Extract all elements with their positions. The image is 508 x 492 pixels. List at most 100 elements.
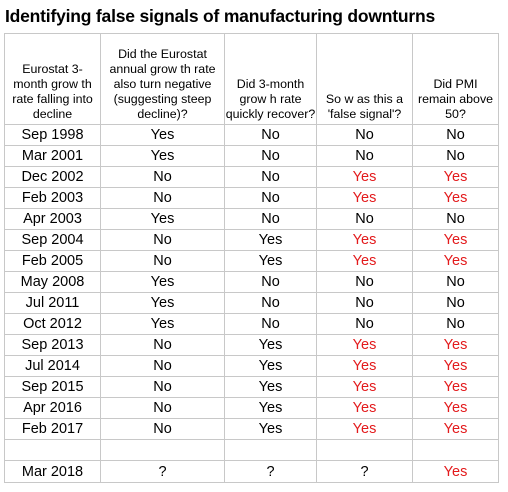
- cell-recover: Yes: [224, 418, 317, 440]
- cell-false-signal: No: [316, 208, 413, 230]
- cell-pmi: Yes: [412, 397, 499, 419]
- cell-false-signal: No: [316, 124, 413, 146]
- cell-recover: No: [224, 292, 317, 314]
- cell-pmi: Yes: [412, 355, 499, 377]
- header-false-signal: So w as this a 'false signal'?: [316, 33, 413, 125]
- cell-annual-growth: No: [100, 166, 225, 188]
- cell-false-signal: Yes: [316, 187, 413, 209]
- cell-pmi: Yes: [412, 334, 499, 356]
- cell-pmi: No: [412, 145, 499, 167]
- cell-recover: No: [224, 313, 317, 335]
- table-row: Sep 2004 No Yes Yes Yes: [4, 229, 499, 251]
- header-pmi: Did PMI remain above 50?: [412, 33, 499, 125]
- cell-date: Dec 2002: [4, 166, 101, 188]
- cell-false-signal: Yes: [316, 355, 413, 377]
- table-row: Apr 2003 Yes No No No: [4, 208, 499, 230]
- cell-false-signal: Yes: [316, 166, 413, 188]
- cell-false-signal: Yes: [316, 397, 413, 419]
- cell-date: Sep 2015: [4, 376, 101, 398]
- cell-annual-growth: ?: [100, 460, 225, 483]
- table-row: Apr 2016 No Yes Yes Yes: [4, 397, 499, 419]
- table-row: Feb 2005 No Yes Yes Yes: [4, 250, 499, 272]
- table-row: Dec 2002 No No Yes Yes: [4, 166, 499, 188]
- cell-date: Sep 2004: [4, 229, 101, 251]
- cell-annual-growth: No: [100, 229, 225, 251]
- cell-pmi: No: [412, 292, 499, 314]
- cell-recover: No: [224, 271, 317, 293]
- table-row: Mar 2001 Yes No No No: [4, 145, 499, 167]
- cell-recover: No: [224, 166, 317, 188]
- cell-recover: No: [224, 145, 317, 167]
- header-date: Eurostat 3-month grow th rate falling in…: [4, 33, 101, 125]
- header-recover: Did 3-month grow h rate quickly recover?: [224, 33, 317, 125]
- cell-pmi: No: [412, 124, 499, 146]
- cell-false-signal: Yes: [316, 334, 413, 356]
- cell-annual-growth: Yes: [100, 208, 225, 230]
- spacer-cell: [4, 439, 101, 461]
- table-row: Feb 2003 No No Yes Yes: [4, 187, 499, 209]
- cell-pmi: Yes: [412, 418, 499, 440]
- cell-annual-growth: Yes: [100, 271, 225, 293]
- cell-date: Feb 2005: [4, 250, 101, 272]
- cell-pmi: Yes: [412, 460, 499, 483]
- final-row: Mar 2018??? Yes: [4, 460, 499, 483]
- cell-false-signal: Yes: [316, 418, 413, 440]
- spacer-cell: [316, 439, 413, 461]
- table-row: Sep 2013 No Yes Yes Yes: [4, 334, 499, 356]
- cell-annual-growth: Yes: [100, 145, 225, 167]
- cell-annual-growth: Yes: [100, 313, 225, 335]
- cell-annual-growth: Yes: [100, 124, 225, 146]
- cell-recover: No: [224, 187, 317, 209]
- cell-recover: ?: [224, 460, 317, 483]
- cell-date: Sep 2013: [4, 334, 101, 356]
- cell-recover: Yes: [224, 376, 317, 398]
- cell-date: Feb 2017: [4, 418, 101, 440]
- cell-pmi: Yes: [412, 166, 499, 188]
- cell-recover: Yes: [224, 250, 317, 272]
- cell-date: Apr 2016: [4, 397, 101, 419]
- cell-annual-growth: No: [100, 355, 225, 377]
- cell-date: Oct 2012: [4, 313, 101, 335]
- cell-annual-growth: No: [100, 376, 225, 398]
- cell-annual-growth: No: [100, 418, 225, 440]
- cell-annual-growth: Yes: [100, 292, 225, 314]
- header-row: Eurostat 3-month grow th rate falling in…: [4, 33, 499, 125]
- table-row: Oct 2012 Yes No No No: [4, 313, 499, 335]
- cell-false-signal: No: [316, 271, 413, 293]
- cell-false-signal: Yes: [316, 229, 413, 251]
- cell-date: Feb 2003: [4, 187, 101, 209]
- cell-pmi: Yes: [412, 376, 499, 398]
- table-row: Feb 2017 No Yes Yes Yes: [4, 418, 499, 440]
- cell-date: Mar 2001: [4, 145, 101, 167]
- cell-date: Apr 2003: [4, 208, 101, 230]
- spacer-cell: [224, 439, 317, 461]
- cell-recover: No: [224, 124, 317, 146]
- cell-annual-growth: No: [100, 334, 225, 356]
- cell-pmi: No: [412, 313, 499, 335]
- cell-false-signal: Yes: [316, 376, 413, 398]
- cell-recover: Yes: [224, 355, 317, 377]
- cell-pmi: Yes: [412, 229, 499, 251]
- cell-recover: Yes: [224, 397, 317, 419]
- table-body: Sep 1998 Yes No No No Mar 2001 Yes No No No Dec 20…: [4, 124, 499, 483]
- cell-annual-growth: No: [100, 187, 225, 209]
- cell-recover: No: [224, 208, 317, 230]
- cell-date: May 2008: [4, 271, 101, 293]
- spacer-cell: [412, 439, 499, 461]
- header-annual-growth: Did the Eurostat annual grow th rate als…: [100, 33, 225, 125]
- cell-date: Mar 2018: [4, 460, 101, 483]
- table-row: Jul 2011 Yes No No No: [4, 292, 499, 314]
- table-row: Sep 2015 No Yes Yes Yes: [4, 376, 499, 398]
- cell-pmi: No: [412, 208, 499, 230]
- cell-date: Jul 2014: [4, 355, 101, 377]
- cell-false-signal: ?: [316, 460, 413, 483]
- cell-pmi: No: [412, 271, 499, 293]
- cell-recover: Yes: [224, 229, 317, 251]
- cell-date: Jul 2011: [4, 292, 101, 314]
- false-signals-table: Eurostat 3-month grow th rate falling in…: [4, 33, 499, 483]
- cell-pmi: Yes: [412, 187, 499, 209]
- table-title: Identifying false signals of manufacturi…: [5, 6, 436, 26]
- cell-false-signal: Yes: [316, 250, 413, 272]
- table-row: Jul 2014 No Yes Yes Yes: [4, 355, 499, 377]
- table-row: May 2008 Yes No No No: [4, 271, 499, 293]
